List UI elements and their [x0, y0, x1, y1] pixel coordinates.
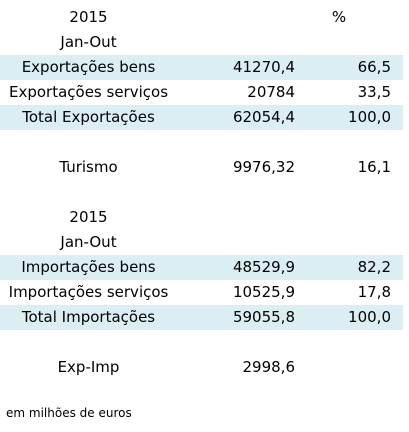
row-label: Exportações serviços [8, 83, 169, 101]
header-row-period: Jan-Out [0, 30, 409, 55]
period-label: Jan-Out [60, 233, 117, 251]
row-label: Importações bens [21, 258, 156, 276]
table-row-total: Total Importações 59055,8 100,0 [0, 305, 409, 330]
row-label: Total Exportações [22, 108, 155, 126]
row-percent: 82,2 [357, 258, 391, 276]
row-value: 9976,32 [232, 158, 295, 176]
row-highlight [0, 305, 403, 330]
row-label: Importações serviços [8, 283, 169, 301]
row-value: 41270,4 [232, 58, 295, 76]
period-label: Jan-Out [60, 33, 117, 51]
row-value: 2998,6 [242, 358, 296, 376]
row-highlight [0, 55, 403, 80]
row-percent: 33,5 [357, 83, 391, 101]
table-row-turismo: Turismo 9976,32 16,1 [0, 155, 409, 180]
row-label: Exp-Imp [57, 358, 120, 376]
table-row: Exportações bens 41270,4 66,5 [0, 55, 409, 80]
row-value: 59055,8 [232, 308, 295, 326]
year-label: 2015 [69, 208, 108, 226]
row-percent: 16,1 [357, 158, 391, 176]
row-value: 20784 [247, 83, 295, 101]
percent-header: % [331, 8, 347, 26]
row-percent: 66,5 [357, 58, 391, 76]
row-label: Turismo [59, 158, 118, 176]
row-value: 10525,9 [232, 283, 295, 301]
row-value: 48529,9 [232, 258, 295, 276]
row-label: Total Importações [21, 308, 156, 326]
year-label: 2015 [69, 8, 108, 26]
row-percent: 17,8 [357, 283, 391, 301]
header-row-year: 2015 % [0, 5, 409, 30]
row-value: 62054,4 [232, 108, 295, 126]
row-highlight [0, 105, 403, 130]
table-row: Importações serviços 10525,9 17,8 [0, 280, 409, 305]
table-row: Importações bens 48529,9 82,2 [0, 255, 409, 280]
row-percent: 100,0 [348, 108, 391, 126]
row-percent: 100,0 [348, 308, 391, 326]
row-highlight [0, 255, 403, 280]
table-row-total: Total Exportações 62054,4 100,0 [0, 105, 409, 130]
table-row-balance: Exp-Imp 2998,6 [0, 355, 409, 380]
header-row-year: 2015 [0, 205, 409, 230]
units-footnote: em milhões de euros [6, 406, 132, 420]
header-row-period: Jan-Out [0, 230, 409, 255]
table-row: Exportações serviços 20784 33,5 [0, 80, 409, 105]
row-label: Exportações bens [21, 58, 156, 76]
